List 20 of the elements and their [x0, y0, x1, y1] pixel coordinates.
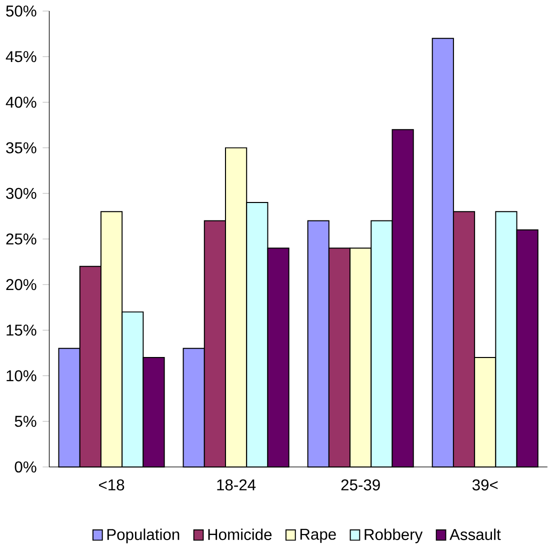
- y-tick-label: 10%: [6, 370, 36, 382]
- y-tick-label: 20%: [6, 279, 36, 290]
- y-tick-label: 35%: [6, 142, 36, 154]
- legend-label: Robbery: [364, 528, 423, 544]
- x-tick-label: 25-39: [341, 479, 380, 490]
- y-tick-label: 45%: [6, 51, 36, 62]
- y-tick-label: 30%: [6, 188, 36, 199]
- legend-label: Rape: [300, 528, 336, 543]
- x-tick-label: 39<: [472, 479, 498, 490]
- y-tick-label: 15%: [6, 324, 36, 336]
- y-tick-label: 25%: [6, 233, 36, 245]
- y-tick-label: 50%: [6, 5, 36, 17]
- legend-label: Population: [108, 528, 180, 544]
- legend-label: Assault: [450, 528, 501, 540]
- y-tick-label: 40%: [6, 96, 36, 108]
- x-tick-label: 18-24: [217, 479, 256, 490]
- y-tick-label: 5%: [14, 416, 36, 427]
- legend-label: Homicide: [208, 528, 272, 540]
- x-tick-label: <18: [99, 479, 124, 490]
- y-tick-label: 0%: [14, 461, 36, 472]
